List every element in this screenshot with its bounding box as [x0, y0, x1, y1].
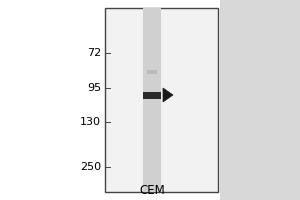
Text: 130: 130 — [80, 117, 101, 127]
Text: 95: 95 — [87, 83, 101, 93]
Text: 72: 72 — [87, 48, 101, 58]
Text: 250: 250 — [80, 162, 101, 172]
Bar — [143, 8, 161, 192]
Text: CEM: CEM — [139, 184, 165, 197]
Polygon shape — [163, 88, 173, 102]
Bar — [0, 0, 105, 200]
Bar — [105, 8, 218, 192]
Bar — [143, 92, 161, 98]
Bar — [147, 70, 157, 74]
Bar — [220, 0, 300, 200]
